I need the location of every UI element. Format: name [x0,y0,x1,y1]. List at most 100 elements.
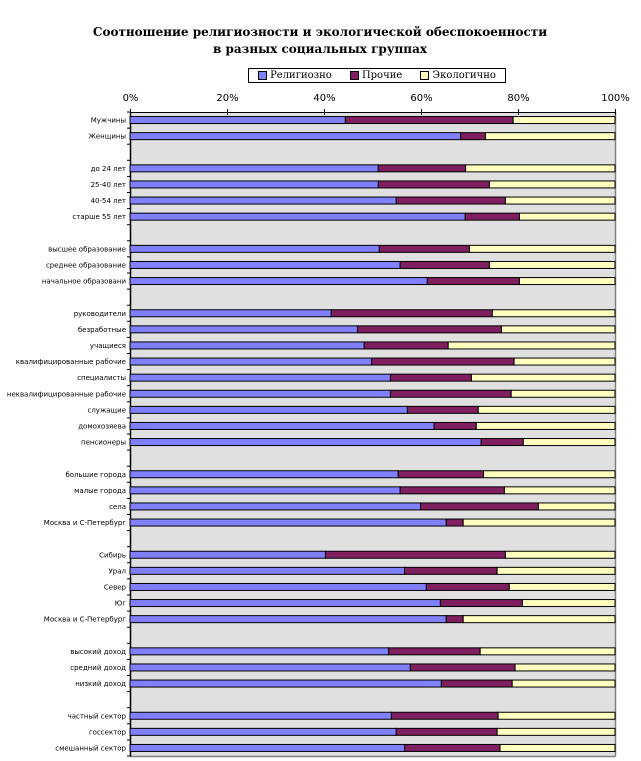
legend-label-ecological: Экологично [432,70,496,81]
bar-segment-ecological [518,212,616,221]
x-tick-label: 40% [313,93,335,104]
category-label: частный сектор [68,712,127,720]
bar-segment-religious [129,486,401,495]
bar-segment-ecological [521,599,616,608]
category-label: Юг [115,600,127,608]
bar-segment-other [420,502,539,511]
bar-segment-religious [129,470,399,479]
bar-segment-religious [129,647,390,656]
category-label: смешанный сектор [55,744,126,752]
bar-segment-ecological [496,566,616,575]
bar-segment-other [480,438,524,447]
bar-segment-other [440,679,513,688]
bar-segment-ecological [508,582,616,591]
category-label: учащиеся [90,342,126,350]
bar-segment-other [464,212,520,221]
bar-segment-ecological [447,341,616,350]
bar-segment-religious [129,260,401,269]
bar-segment-other [425,582,510,591]
bar-segment-religious [129,325,358,334]
bar-segment-ecological [503,486,616,495]
category-label: пенсионеры [81,439,126,447]
bar-segment-other [344,116,514,125]
bar-segment-other [397,470,485,479]
bar-segment-ecological [475,421,616,430]
category-label: Урал [109,567,126,575]
bar-segment-other [433,421,477,430]
x-tick-label: 60% [410,93,432,104]
bar-segment-other [377,164,467,173]
bar-segment-religious [129,421,435,430]
legend: Религиозно Прочие Экологично [248,68,506,83]
bar-segment-religious [129,180,379,189]
bar-segment-other [460,132,487,141]
category-label: специалисты [77,374,126,382]
bar-segment-ecological [485,132,616,141]
bar-segment-other [330,309,493,318]
category-label: Мужчины [91,117,126,125]
bar-segment-ecological [512,116,616,125]
bar-segment-other [404,566,498,575]
bar-segment-other [426,277,520,286]
bar-segment-ecological [469,244,616,253]
category-label: старше 55 лет [72,213,126,221]
bar-segment-ecological [537,502,616,511]
category-label: высокий доход [70,648,126,656]
plot-area [130,112,615,756]
bar-segment-ecological [513,357,616,366]
bar-segment-religious [129,116,346,125]
bar-segment-religious [129,727,397,736]
bar-segment-ecological [488,260,616,269]
bar-segment-ecological [462,615,616,624]
bar-segment-religious [129,164,379,173]
category-label: большие города [65,471,126,479]
bar-segment-religious [129,599,441,608]
bar-segment-religious [129,438,482,447]
bar-segment-ecological [462,518,616,527]
bar-segment-ecological [483,470,616,479]
bar-segment-other [324,550,506,559]
bar-segment-religious [129,566,406,575]
bar-segment-other [390,711,499,720]
x-tick-label: 80% [507,93,529,104]
legend-label-religious: Религиозно [270,70,332,81]
legend-item-ecological: Экологично [420,70,496,81]
bar-segment-other [363,341,449,350]
category-label: домохозяева [78,422,126,430]
bar-segment-ecological [488,180,616,189]
bar-segment-ecological [499,743,616,752]
bar-segment-other [439,599,523,608]
bar-segment-other [388,647,481,656]
category-label: средний доход [70,664,126,672]
bar-segment-ecological [477,405,616,414]
bar-segment-other [445,615,464,624]
x-tick-label: 100% [601,93,630,104]
bar-segment-religious [129,518,447,527]
category-label: 40-54 лет [91,197,126,205]
legend-label-other: Прочие [361,70,403,81]
bar-segment-other [356,325,503,334]
bar-segment-religious [129,582,427,591]
bar-segment-ecological [504,196,616,205]
bar-segment-religious [129,743,406,752]
bar-segment-religious [129,196,397,205]
bar-segment-other [404,743,501,752]
bar-segment-religious [129,389,391,398]
bar-segment-ecological [479,647,616,656]
bar-segment-ecological [511,679,616,688]
bar-segment-ecological [470,373,616,382]
bar-segment-ecological [465,164,616,173]
bar-segment-religious [129,341,365,350]
bar-segment-other [377,180,490,189]
category-label: квалифицированные рабочие [16,358,126,366]
bar-segment-religious [129,132,462,141]
category-label: среднее образование [46,261,126,269]
bar-segment-religious [129,357,373,366]
bar-segment-religious [129,277,428,286]
bar-segment-other [371,357,515,366]
chart-title: Соотношение религиозности и экологическо… [92,25,548,56]
bar-segment-religious [129,711,392,720]
bar-segment-religious [129,550,326,559]
bar-segment-ecological [504,550,616,559]
